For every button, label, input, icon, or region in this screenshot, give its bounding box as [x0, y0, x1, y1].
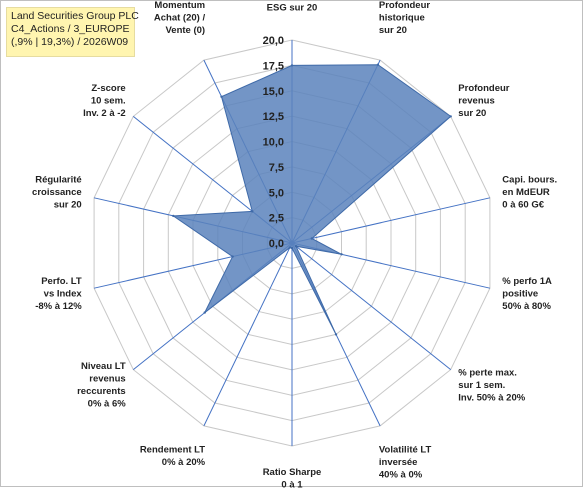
axis-label-3-line-1: en MdEUR [502, 187, 550, 198]
axis-label-1-line-2: sur 20 [379, 25, 407, 36]
axis-label-5: % perte max. sur 1 sem.Inv. 50% à 20% [458, 367, 525, 403]
data-point-8 [289, 246, 291, 248]
axis-label-8-line-0: Rendement LT [140, 444, 205, 455]
axis-label-11-line-1: croissance [32, 187, 82, 198]
tick-label-7: 17,5 [263, 60, 284, 72]
axis-label-3-line-0: Capi. bours. [502, 175, 557, 186]
data-point-12 [251, 210, 253, 212]
tick-label-1: 2,5 [269, 213, 284, 225]
data-point-9 [204, 311, 206, 313]
data-point-3 [311, 237, 313, 239]
axis-label-13: Momentum Achat (20) /Vente (0) [154, 1, 206, 36]
axis-label-3-line-2: 0 à 60 G€ [502, 200, 544, 211]
axis-label-5-line-0: % perte max. [458, 367, 517, 378]
axis-label-10-line-0: Perfo. LT [41, 276, 82, 287]
axis-label-2-line-1: revenus [458, 96, 494, 107]
axis-spoke-5 [292, 243, 451, 370]
axis-label-11-line-0: Régularité [35, 175, 81, 186]
axis-label-6-line-1: inversée [379, 457, 418, 468]
axis-label-9-line-1: revenus [89, 374, 125, 385]
axis-label-12-line-0: Z-score [91, 83, 125, 94]
axis-label-5-line-2: Inv. 50% à 20% [458, 392, 525, 403]
data-point-6 [335, 333, 337, 335]
axis-label-10-line-2: -8% à 12% [35, 301, 82, 312]
tick-label-5: 12,5 [263, 111, 284, 123]
axis-label-9-line-3: 0% à 6% [88, 399, 127, 410]
axis-label-2-line-0: Profondeur [458, 83, 509, 94]
axis-label-12: Z-score 10 sem.Inv. 2 à -2 [83, 83, 126, 119]
axis-label-0-line-1: ESG sur 20 [267, 3, 318, 14]
axis-label-9-line-2: reccurents [77, 386, 126, 397]
data-point-2 [450, 115, 452, 117]
axis-label-13-line-1: Achat (20) / [154, 13, 206, 24]
axis-label-7-line-0: Ratio Sharpe [263, 467, 322, 478]
data-point-5 [295, 245, 297, 247]
axis-label-4-line-1: positive [502, 289, 538, 300]
axis-label-10: Perfo. LT vs Index-8% à 12% [35, 276, 82, 312]
data-point-1 [377, 64, 379, 66]
axis-label-2-line-2: sur 20 [458, 108, 486, 119]
axis-label-1-line-1: historique [379, 13, 425, 24]
tick-label-4: 10,0 [263, 137, 284, 149]
axis-label-5-line-1: sur 1 sem. [458, 380, 505, 391]
axis-label-8-line-1: 0% à 20% [162, 457, 206, 468]
data-point-13 [220, 96, 222, 98]
axis-label-4-line-0: % perfo 1A [502, 276, 552, 287]
axis-label-12-line-1: 10 sem. [91, 96, 126, 107]
tick-label-0: 0,0 [269, 238, 284, 250]
axis-label-12-line-2: Inv. 2 à -2 [83, 108, 126, 119]
axis-label-9-line-0: Niveau LT [81, 361, 126, 372]
tick-label-8: 20,0 [263, 35, 284, 47]
data-point-11 [172, 215, 174, 217]
axis-label-6-line-2: 40% à 0% [379, 469, 423, 480]
axis-label-1-line-0: Profondeur [379, 1, 430, 11]
axis-label-13-line-0: Momentum [154, 1, 205, 11]
axis-label-10-line-1: vs Index [44, 289, 83, 300]
axis-label-0: NoteESG sur 20 [267, 1, 318, 14]
data-area [173, 65, 450, 335]
axis-label-4-line-2: 50% à 80% [502, 301, 551, 312]
axis-label-6-line-0: Volatilité LT [379, 444, 432, 455]
axis-label-8: Rendement LT 0% à 20% [140, 444, 206, 468]
data-point-7 [291, 247, 293, 249]
tick-label-6: 15,0 [263, 86, 284, 98]
axis-label-3: Capi. bours.en MdEUR 0 à 60 G€ [502, 175, 557, 211]
axis-label-11-line-2: sur 20 [54, 200, 82, 211]
axis-label-13-line-2: Vente (0) [165, 25, 205, 36]
tick-label-2: 5,0 [269, 187, 284, 199]
data-point-10 [231, 255, 233, 257]
tick-label-3: 7,5 [269, 162, 284, 174]
data-point-0 [291, 64, 293, 66]
data-point-4 [340, 253, 342, 255]
